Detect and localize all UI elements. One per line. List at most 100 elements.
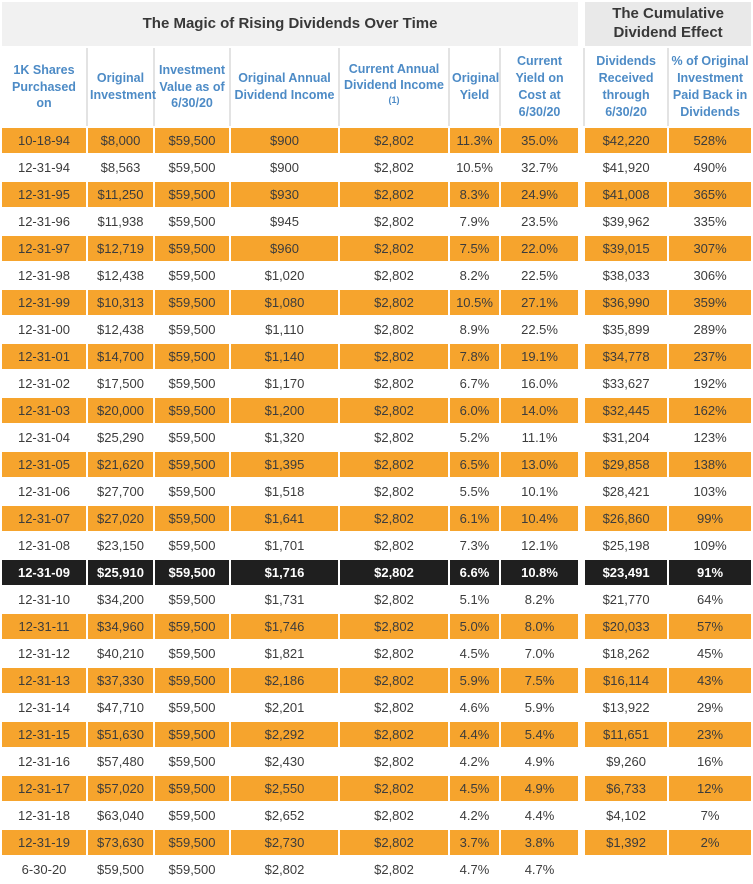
table-cell: $25,910 xyxy=(88,560,153,585)
column-header: Dividends Received through 6/30/20 xyxy=(585,48,668,126)
table-row: 12-31-96 $11,938 $59,500 $945 $2,802 7.9% 23.5… xyxy=(2,209,752,234)
table-cell: 10.8% xyxy=(501,560,579,585)
table-cell: $6,733 xyxy=(585,776,668,801)
section-gap xyxy=(580,209,584,234)
table-cell: $1,746 xyxy=(231,614,338,639)
column-header: Current Annual Dividend Income (1) xyxy=(340,48,448,126)
table-cell: 12-31-96 xyxy=(2,209,86,234)
table-cell: $2,802 xyxy=(340,722,448,747)
table-cell: 35.0% xyxy=(501,128,579,153)
table-cell: 12-31-18 xyxy=(2,803,86,828)
table-cell: 5.9% xyxy=(450,668,499,693)
table-cell: 99% xyxy=(669,506,752,531)
column-header-row: 1K Shares Purchased on Original Investmen… xyxy=(2,48,752,126)
table-cell: $39,962 xyxy=(585,209,668,234)
table-cell: $2,802 xyxy=(340,425,448,450)
table-cell: $1,716 xyxy=(231,560,338,585)
table-cell: 4.5% xyxy=(450,641,499,666)
table-cell: 91% xyxy=(669,560,752,585)
table-cell: 12-31-00 xyxy=(2,317,86,342)
table-cell: 3.8% xyxy=(501,830,579,855)
table-cell: 12-31-99 xyxy=(2,290,86,315)
table-cell: $2,802 xyxy=(340,155,448,180)
table-cell: 306% xyxy=(669,263,752,288)
section-gap xyxy=(580,803,584,828)
table-cell: $1,518 xyxy=(231,479,338,504)
table-cell: $36,990 xyxy=(585,290,668,315)
table-row: 12-31-08 $23,150 $59,500 $1,701 $2,802 7.3% 12… xyxy=(2,533,752,558)
table-row: 12-31-07 $27,020 $59,500 $1,641 $2,802 6.1% 10… xyxy=(2,506,752,531)
table-cell: $2,802 xyxy=(340,668,448,693)
table-cell: $21,770 xyxy=(585,587,668,612)
table-cell: $20,033 xyxy=(585,614,668,639)
table-cell: 335% xyxy=(669,209,752,234)
table-row: 12-31-02 $17,500 $59,500 $1,170 $2,802 6.7% 16… xyxy=(2,371,752,396)
table-cell: 4.9% xyxy=(501,749,579,774)
table-cell: $40,210 xyxy=(88,641,153,666)
table-row: 12-31-03 $20,000 $59,500 $1,200 $2,802 6.0% 14… xyxy=(2,398,752,423)
table-cell: $27,700 xyxy=(88,479,153,504)
table-cell: $59,500 xyxy=(155,452,229,477)
table-cell: 7.5% xyxy=(501,668,579,693)
table-cell: 5.5% xyxy=(450,479,499,504)
table-cell: $59,500 xyxy=(155,290,229,315)
section-gap xyxy=(580,776,584,801)
table-cell: $1,641 xyxy=(231,506,338,531)
table-cell: $2,802 xyxy=(340,398,448,423)
table-cell: $37,330 xyxy=(88,668,153,693)
table-cell: $1,731 xyxy=(231,587,338,612)
table-cell: $59,500 xyxy=(155,155,229,180)
table-cell: 4.5% xyxy=(450,776,499,801)
table-row: 12-31-16 $57,480 $59,500 $2,430 $2,802 4.2% 4.… xyxy=(2,749,752,774)
table-cell: $1,701 xyxy=(231,533,338,558)
table-cell: 22.0% xyxy=(501,236,579,261)
table-cell: 57% xyxy=(669,614,752,639)
table-cell: $12,719 xyxy=(88,236,153,261)
table-cell: $1,110 xyxy=(231,317,338,342)
table-cell: 4.4% xyxy=(450,722,499,747)
table-cell: $59,500 xyxy=(155,263,229,288)
table-cell: $34,778 xyxy=(585,344,668,369)
table-cell: 4.6% xyxy=(450,695,499,720)
table-cell: $2,802 xyxy=(340,857,448,882)
table-cell: 10-18-94 xyxy=(2,128,86,153)
table-cell: $23,150 xyxy=(88,533,153,558)
table-cell: 5.0% xyxy=(450,614,499,639)
table-cell: $59,500 xyxy=(155,236,229,261)
table-cell: $2,802 xyxy=(340,614,448,639)
table-cell: $2,802 xyxy=(340,128,448,153)
table-cell: $2,802 xyxy=(340,371,448,396)
table-cell: $59,500 xyxy=(155,830,229,855)
table-cell: $2,802 xyxy=(340,344,448,369)
section-gap xyxy=(580,155,584,180)
section-gap xyxy=(580,614,584,639)
table-cell: 12-31-98 xyxy=(2,263,86,288)
table-cell: $41,920 xyxy=(585,155,668,180)
table-cell: $2,802 xyxy=(340,830,448,855)
table-cell: $59,500 xyxy=(155,506,229,531)
column-header: Original Investment xyxy=(88,48,156,126)
table-cell: $59,500 xyxy=(155,371,229,396)
table-cell: $2,802 xyxy=(340,263,448,288)
table-cell: $47,710 xyxy=(88,695,153,720)
table-cell: 16% xyxy=(669,749,752,774)
table-cell: $1,395 xyxy=(231,452,338,477)
table-cell: 12-31-15 xyxy=(2,722,86,747)
section-gap xyxy=(580,2,584,46)
section-gap xyxy=(580,857,584,882)
table-cell: 10.4% xyxy=(501,506,579,531)
table-cell: $930 xyxy=(231,182,338,207)
table-cell: $59,500 xyxy=(155,533,229,558)
table-cell: $59,500 xyxy=(88,857,153,882)
table-cell: $8,563 xyxy=(88,155,153,180)
table-cell: 12-31-11 xyxy=(2,614,86,639)
table-row: 12-31-15 $51,630 $59,500 $2,292 $2,802 4.4% 5.… xyxy=(2,722,752,747)
table-cell xyxy=(669,857,752,882)
column-header: 1K Shares Purchased on xyxy=(2,48,86,126)
table-cell: $18,262 xyxy=(585,641,668,666)
table-cell: $2,802 xyxy=(340,560,448,585)
table-row: 12-31-00 $12,438 $59,500 $1,110 $2,802 8.9% 22… xyxy=(2,317,752,342)
section-gap xyxy=(580,371,584,396)
table-cell: $23,491 xyxy=(585,560,668,585)
